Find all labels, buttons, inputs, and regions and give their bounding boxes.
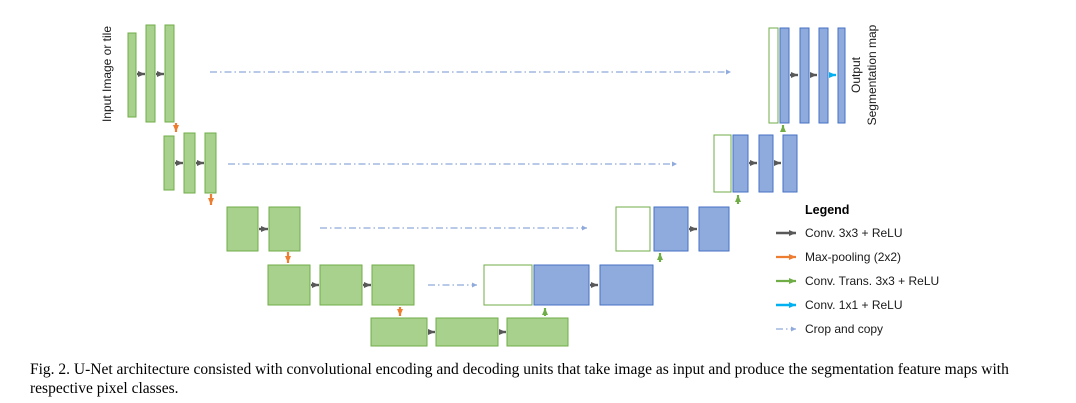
feature-map [732,134,749,193]
encoder-level-1 [127,24,175,123]
unet-architecture-diagram: Input Image or tile [100,24,939,347]
feature-map [599,264,654,306]
feature-map [163,135,175,191]
feature-map [506,317,569,347]
feature-map [267,264,311,306]
copied-feature-map [768,27,779,124]
legend-item-conv: Conv. 3x3 + ReLU [776,226,903,240]
legend-item-label: Crop and copy [805,322,883,336]
feature-map [204,132,217,194]
legend-item-maxpool: Max-pooling (2x2) [776,250,901,264]
feature-map [779,27,790,124]
legend-item-convtrans: Conv. Trans. 3x3 + ReLU [776,274,939,288]
input-label: Input Image or tile [100,26,114,122]
feature-map [226,206,259,252]
feature-map [268,206,301,252]
feature-map [698,206,730,252]
legend-item-label: Conv. 1x1 + ReLU [805,298,903,312]
legend-item-crop-copy: Crop and copy [776,322,883,336]
feature-map [818,27,829,124]
feature-map [127,32,137,118]
feature-map [799,27,810,124]
crop-copy-connections [210,69,731,288]
feature-map [370,317,428,347]
decoder-level-4 [483,264,654,316]
encoder-level-4 [267,252,415,306]
copied-feature-map [483,264,533,306]
legend: Legend Conv. 3x3 + ReLU Max-pooling (2x2… [776,203,939,336]
output-label-line2: Segmentation map [865,24,879,125]
feature-map [653,206,689,252]
feature-map [758,134,774,193]
feature-map [435,317,499,347]
feature-map [371,264,415,306]
output-label-line1: Output [849,56,863,93]
copied-feature-map [615,206,651,252]
decoder-level-3 [615,206,730,262]
encoder-level-2 [163,123,217,194]
legend-item-label: Conv. 3x3 + ReLU [805,226,903,240]
feature-map [782,134,798,193]
legend-item-label: Max-pooling (2x2) [805,250,901,264]
feature-map [145,24,156,123]
legend-item-conv1x1: Conv. 1x1 + ReLU [776,298,903,312]
encoder-level-3 [208,194,301,252]
bottleneck-level-5 [370,307,569,347]
feature-map [164,24,175,123]
legend-title: Legend [805,203,849,217]
decoder-level-2 [713,134,798,204]
decoder-level-1 [768,27,846,132]
figure-caption: Fig. 2. U-Net architecture consisted wit… [30,361,1009,397]
copied-feature-map [713,134,732,193]
legend-item-label: Conv. Trans. 3x3 + ReLU [805,274,939,288]
feature-map [533,264,590,306]
feature-map [319,264,363,306]
output-map [837,27,846,124]
feature-map [183,132,196,194]
